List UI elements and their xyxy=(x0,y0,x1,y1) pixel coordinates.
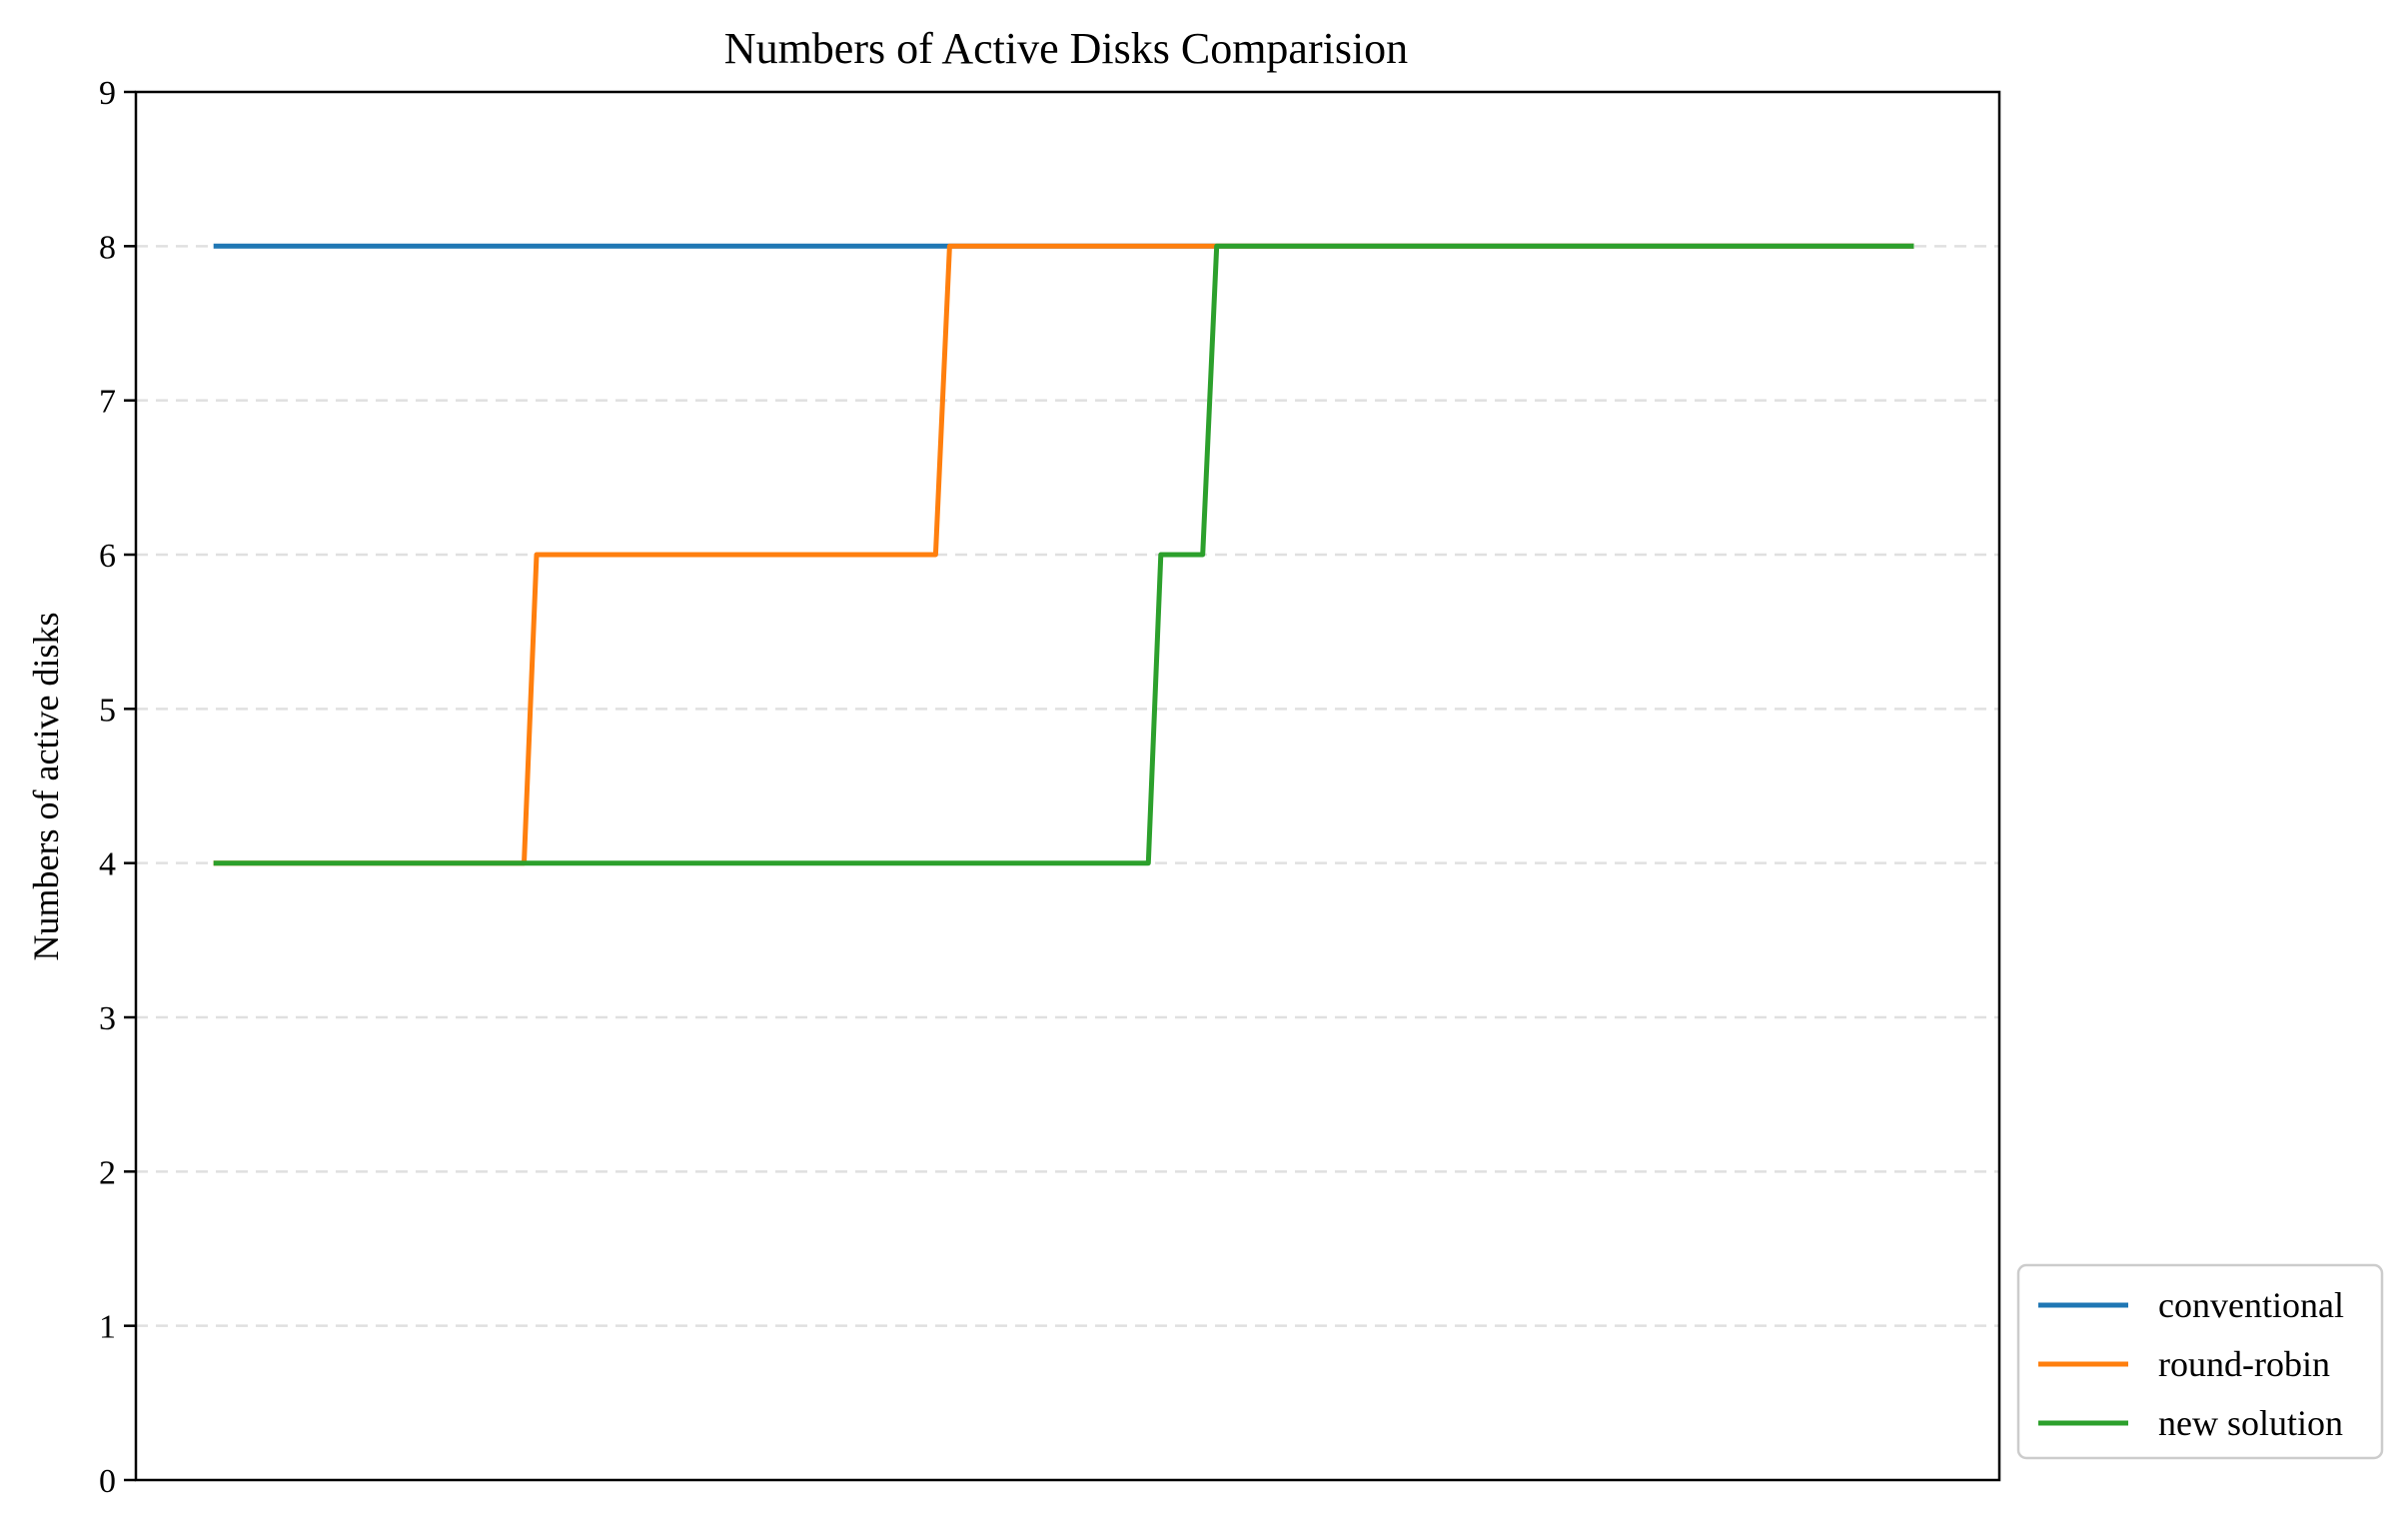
grid-lines xyxy=(136,246,1999,1325)
y-tick-label: 7 xyxy=(99,384,116,421)
y-tick-label: 4 xyxy=(99,846,116,883)
legend-label: round-robin xyxy=(2158,1344,2330,1384)
plot-frame xyxy=(136,92,1999,1480)
y-tick-label: 5 xyxy=(99,692,116,729)
y-axis-ticks: 0 1 2 3 4 5 6 7 8 9 xyxy=(99,75,136,1500)
legend-label: new solution xyxy=(2158,1403,2343,1443)
y-axis-label: Numbers of active disks xyxy=(26,613,66,961)
chart-title: Numbers of Active Disks Comparision xyxy=(724,24,1408,73)
y-tick-label: 3 xyxy=(99,1000,116,1037)
y-tick-label: 9 xyxy=(99,75,116,112)
y-tick-label: 6 xyxy=(99,538,116,575)
y-tick-label: 0 xyxy=(99,1463,116,1500)
legend: conventional round-robin new solution xyxy=(2018,1265,2382,1458)
legend-label: conventional xyxy=(2158,1285,2344,1325)
y-tick-label: 2 xyxy=(99,1154,116,1191)
y-tick-label: 1 xyxy=(99,1309,116,1346)
y-tick-label: 8 xyxy=(99,229,116,266)
